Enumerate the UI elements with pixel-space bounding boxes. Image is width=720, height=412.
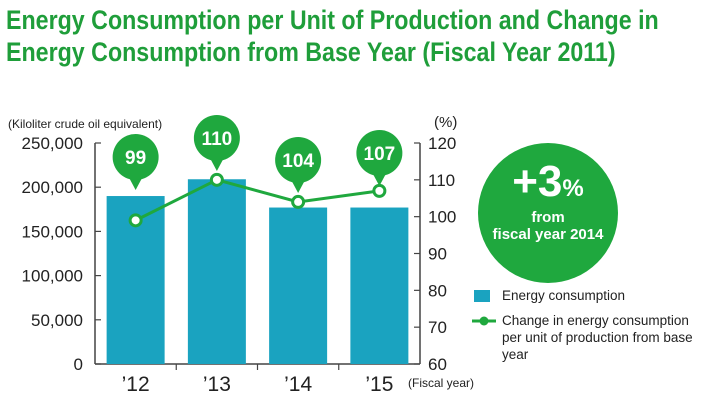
- x-tick-label: ’12: [122, 373, 150, 396]
- left-axis-label: (Kiloliter crude oil equivalent): [8, 117, 162, 131]
- right-tick-label: 60: [428, 355, 447, 374]
- data-label: 107: [364, 144, 396, 165]
- series-line: [134, 178, 380, 222]
- badge-unit: %: [562, 175, 584, 202]
- badge-caption-line-1: from: [531, 209, 565, 226]
- badge-caption-line-2: fiscal year 2014: [492, 226, 604, 243]
- badge-caption: from fiscal year 2014: [478, 209, 618, 243]
- badge-value: +3%: [512, 157, 584, 206]
- line-point: [291, 194, 306, 209]
- right-tick-label: 120: [428, 134, 456, 153]
- title-line-2: Energy Consumption from Base Year (Fisca…: [6, 37, 616, 67]
- x-tick-label: ’15: [365, 373, 393, 396]
- callout-bubble: [193, 115, 240, 161]
- legend-item-bar: Energy consumption: [474, 287, 720, 304]
- line-point: [209, 172, 224, 187]
- line-point: [372, 183, 387, 198]
- chart-title: Energy Consumption per Unit of Productio…: [6, 4, 659, 68]
- right-tick-label: 70: [428, 318, 447, 337]
- x-tick-label: ’13: [203, 373, 231, 396]
- legend-item-line: Change in energy consumption per unit of…: [472, 312, 720, 363]
- bar: [350, 207, 409, 364]
- x-tick-label: ’14: [284, 373, 312, 396]
- left-tick-label: 250,000: [22, 134, 83, 153]
- left-tick-label: 100,000: [22, 267, 83, 286]
- callout-bubble: [356, 130, 403, 176]
- right-axis-label: (%): [434, 114, 457, 131]
- legend-bar-label: Energy consumption: [502, 288, 626, 303]
- right-tick-label: 110: [428, 171, 455, 190]
- legend: Energy consumption Change in energy cons…: [472, 287, 720, 371]
- change-badge: +3% from fiscal year 2014: [478, 143, 618, 283]
- bar: [187, 179, 246, 364]
- left-tick-label: 150,000: [22, 222, 83, 241]
- data-label: 99: [125, 148, 146, 169]
- x-axis-label: (Fiscal year): [408, 376, 474, 390]
- callout-bubble: [112, 134, 159, 180]
- left-tick-label: 200,000: [22, 178, 83, 197]
- legend-line-swatch: [472, 316, 496, 326]
- bar: [269, 207, 328, 364]
- callout-bubble: [275, 137, 322, 183]
- left-tick-label: 50,000: [31, 311, 83, 330]
- legend-line-label-2: per unit of production from base year: [502, 330, 693, 362]
- data-label: 104: [282, 151, 314, 172]
- legend-line-label-1: Change in energy consumption: [502, 313, 689, 328]
- data-label: 110: [202, 129, 233, 150]
- right-tick-label: 90: [428, 245, 447, 264]
- title-line-1: Energy Consumption per Unit of Productio…: [6, 5, 659, 35]
- right-tick-label: 100: [428, 208, 456, 227]
- left-tick-label: 0: [74, 355, 83, 374]
- right-tick-label: 80: [428, 281, 447, 300]
- line-point: [128, 213, 143, 228]
- legend-bar-swatch: [474, 290, 490, 302]
